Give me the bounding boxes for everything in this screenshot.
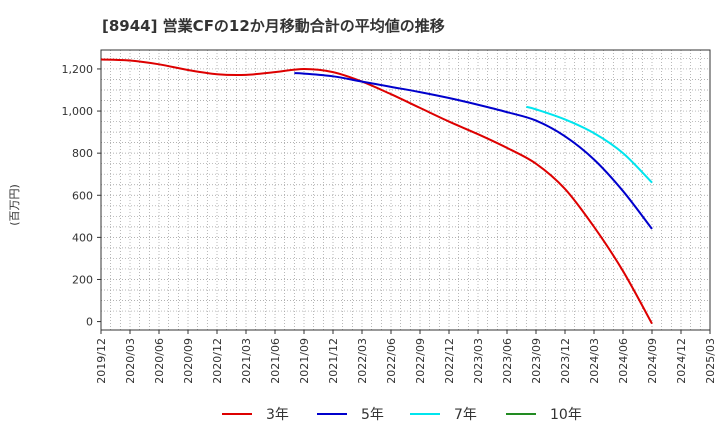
x-tick-label: 2022/12 — [443, 338, 456, 384]
x-tick-label: 2022/03 — [356, 338, 369, 384]
x-tick-label: 2023/09 — [530, 338, 543, 384]
x-tick-label: 2023/12 — [559, 338, 572, 384]
x-tick-label: 2021/03 — [240, 338, 253, 384]
y-tick-label: 600 — [72, 189, 93, 202]
legend-label: 3年 — [266, 407, 289, 423]
y-tick-label: 0 — [86, 316, 93, 329]
chart-title: [8944] 営業CFの12か月移動合計の平均値の推移 — [102, 17, 445, 35]
legend-label: 7年 — [454, 407, 477, 423]
series-line-7年 — [526, 105, 653, 184]
x-tick-label: 2020/03 — [124, 338, 137, 384]
x-tick-label: 2019/12 — [95, 338, 108, 384]
x-tick-label: 2022/09 — [414, 338, 427, 384]
x-tick-label: 2024/03 — [588, 338, 601, 384]
x-tick-label: 2020/09 — [182, 338, 195, 384]
x-tick-label: 2020/12 — [211, 338, 224, 384]
legend: 3年 5年 7年 10年 — [222, 407, 582, 423]
x-tick-label: 2021/06 — [269, 338, 282, 384]
y-tick-label: 200 — [72, 273, 93, 286]
x-tick-label: 2020/06 — [153, 338, 166, 384]
plot-area — [101, 50, 710, 330]
x-tick-label: 2021/09 — [298, 338, 311, 384]
y-axis: 0 200 400 600 800 1,000 1,200 — [62, 63, 101, 329]
x-tick-label: 2023/03 — [472, 338, 485, 384]
x-tick-label: 2024/12 — [675, 338, 688, 384]
y-tick-label: 400 — [72, 231, 93, 244]
x-tick-label: 2025/03 — [704, 338, 717, 384]
y-tick-label: 1,200 — [62, 63, 94, 76]
x-tick-label: 2024/06 — [617, 338, 630, 384]
x-axis: 2019/12 2020/03 2020/06 2020/09 2020/12 2021/… — [95, 330, 717, 384]
y-axis-label: (百万円) — [8, 184, 21, 226]
series-line-3年 — [100, 58, 653, 325]
plot-border — [100, 49, 711, 331]
x-tick-label: 2021/12 — [327, 338, 340, 384]
legend-label: 5年 — [361, 407, 384, 423]
x-tick-label: 2022/06 — [385, 338, 398, 384]
x-tick-label: 2023/06 — [501, 338, 514, 384]
legend-label: 10年 — [550, 407, 582, 423]
y-tick-label: 1,000 — [62, 105, 94, 118]
series-line-5年 — [294, 72, 653, 230]
series-group — [100, 58, 653, 325]
y-tick-label: 800 — [72, 147, 93, 160]
x-tick-label: 2024/09 — [646, 338, 659, 384]
